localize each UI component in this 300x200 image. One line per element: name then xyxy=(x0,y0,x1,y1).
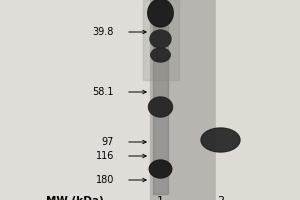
Ellipse shape xyxy=(148,0,173,27)
Ellipse shape xyxy=(149,160,172,178)
Text: 1: 1 xyxy=(157,196,164,200)
Ellipse shape xyxy=(150,30,171,48)
Ellipse shape xyxy=(148,97,172,117)
Bar xyxy=(216,0,300,200)
Text: 116: 116 xyxy=(96,151,114,161)
Text: 2: 2 xyxy=(217,196,224,200)
Text: 39.8: 39.8 xyxy=(93,27,114,37)
Text: 180: 180 xyxy=(96,175,114,185)
Text: 97: 97 xyxy=(102,137,114,147)
Text: MW (kDa): MW (kDa) xyxy=(46,196,104,200)
Ellipse shape xyxy=(201,128,240,152)
Text: 58.1: 58.1 xyxy=(92,87,114,97)
Ellipse shape xyxy=(151,48,170,62)
Bar xyxy=(0,0,150,200)
Bar xyxy=(150,0,216,200)
